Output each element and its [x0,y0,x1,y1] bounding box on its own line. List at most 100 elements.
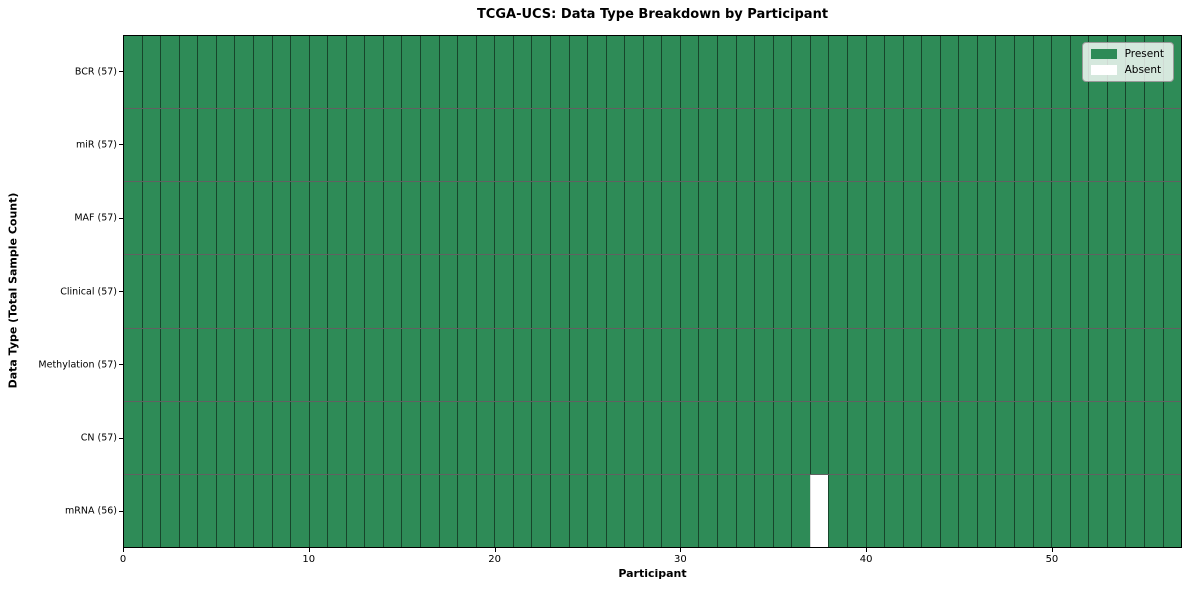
heatmap-cell [124,255,142,328]
heatmap-cell [364,36,383,109]
heatmap-cell [252,401,272,474]
x-axis-label: Participant [618,567,687,580]
heatmap-cell [921,328,940,401]
heatmap-cell [531,182,550,255]
heatmap-cell [549,109,569,182]
heatmap-cell [401,328,420,401]
heatmap-cell [290,255,309,328]
heatmap-cell [717,109,736,182]
heatmap-cell [717,36,736,109]
heatmap-cell [939,182,959,255]
heatmap-cell [679,328,699,401]
heatmap-cell [141,109,161,182]
heatmap-cell [735,474,755,547]
heatmap-cell [587,182,606,255]
heatmap-cell [1088,182,1107,255]
heatmap-cell [290,474,309,547]
heatmap-cell [475,36,495,109]
heatmap-cell [124,328,142,401]
heatmap-cell [549,182,569,255]
heatmap-cell [1014,36,1033,109]
heatmap-cell [828,36,847,109]
heatmap-cell [772,255,792,328]
heatmap-cell [549,36,569,109]
heatmap-cell [215,182,235,255]
heatmap-cell [1051,36,1070,109]
heatmap-cell [568,109,588,182]
heatmap-plot-area: Present Absent [123,35,1182,548]
heatmap-cell [1162,328,1182,401]
heatmap-cell [475,255,495,328]
heatmap-cell [717,328,736,401]
heatmap-row-miR [124,108,1182,182]
heatmap-cell [215,401,235,474]
heatmap-cell [252,328,272,401]
heatmap-cell [457,328,476,401]
y-tick-mark [119,71,123,73]
y-tick-label: miR (57) [75,139,117,151]
heatmap-cell [884,255,903,328]
heatmap-cell [698,328,717,401]
heatmap-cell [1069,182,1089,255]
heatmap-cell [234,474,253,547]
heatmap-cell [884,36,903,109]
heatmap-cell [865,474,885,547]
heatmap-cell [642,255,662,328]
legend-swatch-present [1090,49,1117,60]
heatmap-cell [160,109,179,182]
heatmap-cell [921,109,940,182]
heatmap-cell [587,36,606,109]
heatmap-cell [308,401,328,474]
heatmap-cell [531,255,550,328]
heatmap-cell [995,182,1014,255]
heatmap-cell [1106,182,1126,255]
heatmap-cell [865,255,885,328]
heatmap-cell [568,328,588,401]
heatmap-cell [679,401,699,474]
heatmap-cell [345,328,365,401]
heatmap-cell [178,474,198,547]
heatmap-cell [642,328,662,401]
heatmap-cell [568,255,588,328]
heatmap-cell [327,401,346,474]
heatmap-cell [884,182,903,255]
heatmap-cell [271,474,291,547]
heatmap-cell [494,109,513,182]
heatmap-cell [197,36,216,109]
x-tick-label: 0 [119,554,127,565]
heatmap-cell [438,109,458,182]
heatmap-cell [772,401,792,474]
heatmap-cell [420,109,439,182]
heatmap-cell [865,109,885,182]
heatmap-cell [252,182,272,255]
heatmap-cell [1162,182,1182,255]
heatmap-cell [1014,474,1033,547]
heatmap-cell [1106,474,1126,547]
heatmap-cell [1143,255,1163,328]
heatmap-cell [698,474,717,547]
heatmap-cell [1106,328,1126,401]
heatmap-cell [271,255,291,328]
heatmap-cell [809,36,829,109]
heatmap-cell [1125,182,1144,255]
heatmap-cell [234,255,253,328]
heatmap-cell [809,328,829,401]
heatmap-cell [587,328,606,401]
heatmap-cell [141,401,161,474]
heatmap-cell [457,109,476,182]
y-tick-mark [119,510,123,512]
heatmap-cell [512,182,532,255]
heatmap-cell [717,182,736,255]
heatmap-cell [976,182,996,255]
heatmap-cell [197,109,216,182]
heatmap-cell [1069,109,1089,182]
legend-label-present: Present [1124,48,1164,60]
legend: Present Absent [1081,42,1174,82]
heatmap-cell [735,109,755,182]
heatmap-cell [939,474,959,547]
heatmap-cell [605,401,625,474]
heatmap-cell [457,401,476,474]
heatmap-cell [124,109,142,182]
heatmap-cell [976,328,996,401]
